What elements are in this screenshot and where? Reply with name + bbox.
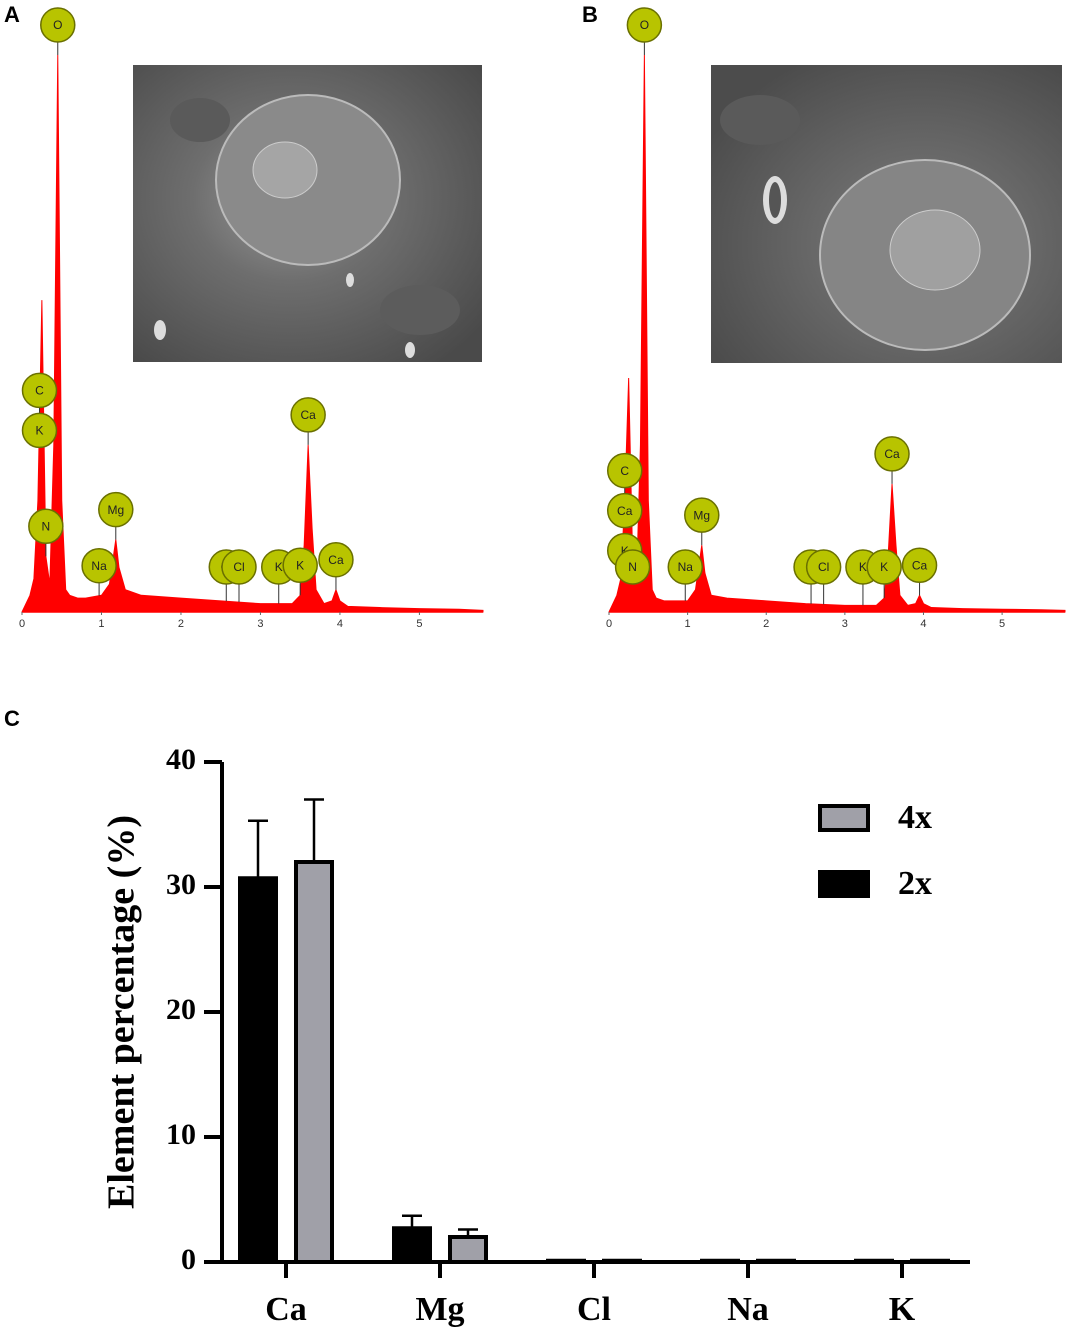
peak-marker — [21, 412, 58, 449]
y-tick-label: 30 — [166, 868, 196, 901]
peak-label: C — [620, 464, 629, 478]
peak-marker — [805, 549, 842, 585]
peak-marker — [684, 497, 720, 533]
peak-label: K — [296, 558, 304, 572]
bar — [294, 860, 334, 1264]
x-tick-label: 2 — [763, 618, 769, 630]
legend-label: 4x — [898, 799, 932, 836]
bar — [854, 1258, 894, 1264]
spectrum-area — [21, 54, 484, 613]
bar — [546, 1258, 586, 1264]
bar — [392, 1226, 432, 1264]
peak-marker — [221, 549, 257, 585]
peak-marker — [667, 549, 704, 585]
legend-label: 2x — [898, 865, 932, 902]
peak-label: Na — [91, 559, 107, 573]
peak-marker — [614, 549, 651, 585]
peak-label: O — [640, 18, 649, 32]
peak-label: C — [35, 384, 44, 398]
x-tick-label: 5 — [999, 618, 1005, 630]
y-tick-label: 40 — [166, 743, 196, 776]
peak-label: N — [42, 519, 51, 533]
peak-label: Ca — [617, 504, 633, 518]
sem-image — [711, 65, 1062, 363]
bar — [700, 1258, 740, 1264]
x-tick-label: K — [889, 1291, 916, 1328]
y-tick-label: 20 — [166, 993, 196, 1026]
peak-marker — [866, 549, 902, 585]
bar — [910, 1258, 950, 1264]
peak-marker — [606, 452, 643, 489]
x-tick-label: Ca — [265, 1291, 307, 1328]
peak-label: Ca — [328, 553, 344, 567]
peak-label: K — [275, 560, 283, 574]
sem-image — [133, 65, 482, 362]
peak-label: Ca — [300, 408, 316, 422]
peak-label: K — [35, 424, 43, 438]
peak-label: K — [859, 560, 867, 574]
legend-swatch — [818, 870, 870, 898]
peak-marker — [81, 547, 117, 584]
x-tick-label: 1 — [98, 618, 104, 630]
peak-label: Cl — [818, 560, 829, 574]
bar — [756, 1258, 796, 1264]
panel-label: B — [582, 2, 598, 27]
peak-label: K — [621, 544, 629, 558]
peak-label: Ca — [912, 558, 928, 572]
bar — [238, 876, 278, 1264]
panel-label: C — [4, 706, 20, 731]
spectrum-area — [608, 54, 1066, 613]
peak-marker — [21, 372, 58, 409]
peak-marker — [28, 508, 64, 545]
peak-label: Cl — [233, 560, 244, 574]
legend-swatch — [818, 804, 870, 832]
peak-marker — [98, 491, 134, 528]
x-tick-label: Cl — [577, 1291, 611, 1328]
peak-marker — [282, 547, 318, 584]
x-tick-label: 4 — [337, 618, 343, 630]
x-tick-label: 5 — [416, 618, 422, 630]
x-tick-label: Mg — [415, 1291, 464, 1328]
peak-marker — [606, 492, 643, 529]
peak-marker — [290, 397, 326, 433]
peak-label: N — [628, 560, 637, 574]
peak-label: Mg — [107, 503, 124, 517]
x-tick-label: 1 — [685, 618, 691, 630]
peak-marker — [40, 7, 76, 43]
bar — [602, 1258, 642, 1264]
peak-marker — [626, 7, 663, 43]
x-tick-label: 2 — [178, 618, 184, 630]
peak-label: Na — [678, 560, 694, 574]
y-tick-label: 0 — [181, 1243, 196, 1276]
y-tick-label: 10 — [166, 1118, 196, 1151]
peak-marker — [874, 436, 910, 472]
peak-label: Mg — [693, 508, 710, 522]
x-tick-label: 0 — [606, 618, 612, 630]
peak-label: O — [53, 18, 62, 32]
panel-label: A — [4, 2, 20, 27]
x-tick-label: 4 — [920, 618, 926, 630]
x-tick-label: 3 — [842, 618, 848, 630]
peak-marker — [318, 541, 354, 578]
peak-marker — [901, 547, 938, 584]
peak-label: K — [880, 560, 888, 574]
x-tick-label: Na — [727, 1291, 769, 1328]
bar — [448, 1235, 488, 1264]
y-axis-title: Element percentage (%) — [101, 815, 143, 1209]
x-tick-label: 0 — [19, 618, 25, 630]
peak-label: Ca — [884, 447, 900, 461]
x-tick-label: 3 — [257, 618, 263, 630]
